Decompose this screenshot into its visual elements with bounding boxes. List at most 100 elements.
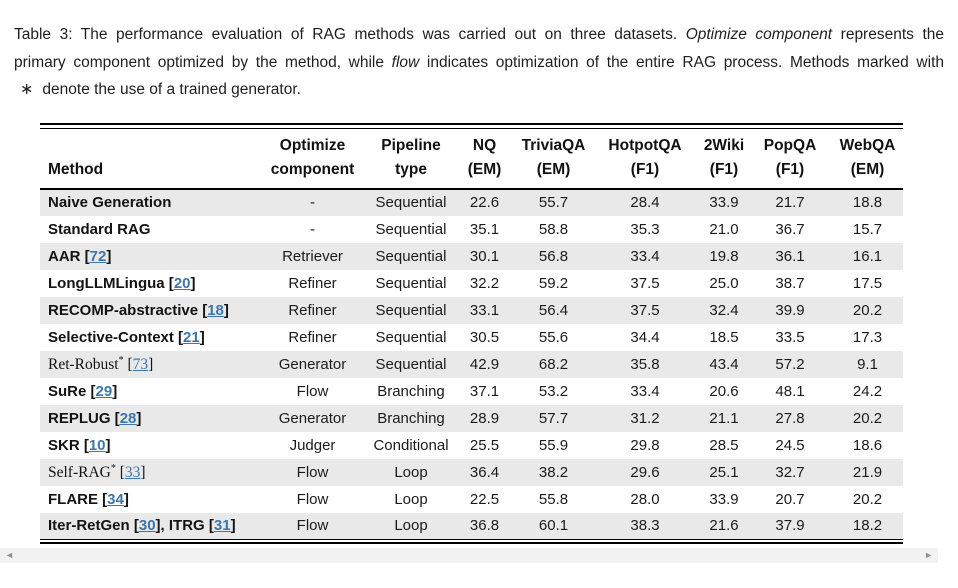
- popqa-cell: 38.7: [775, 274, 805, 292]
- method-name: [: [86, 382, 96, 400]
- method-name: ],: [155, 517, 169, 535]
- optimize-component-cell: Retriever: [282, 247, 343, 265]
- optimize-component-cell: Refiner: [288, 301, 337, 319]
- pipeline-type-cell: Sequential: [375, 194, 447, 211]
- citation-link[interactable]: 33: [124, 463, 141, 481]
- citation-link[interactable]: 30: [138, 517, 156, 535]
- table-row: REPLUG [28] Generator Branching 28.9 57.7 31.…: [40, 404, 903, 432]
- method-name: ]: [105, 436, 111, 454]
- table-row: SKR [10] Judger Conditional 25.5 55.9 29.8 28.…: [40, 432, 903, 459]
- method-name: ]: [199, 328, 205, 346]
- nq-cell: 30.1: [469, 247, 500, 265]
- webqa-cell: 17.3: [852, 328, 883, 346]
- method-cell: LongLLMLingua [20]: [40, 270, 255, 297]
- method-name: ]: [223, 301, 229, 319]
- citation-link[interactable]: 34: [107, 490, 124, 508]
- optimize-component-cell: -: [310, 220, 315, 238]
- popqa-cell: 57.2: [775, 355, 805, 373]
- method-name: LongLLMLingua: [48, 274, 165, 292]
- method-cell: RECOMP-abstractive [18]: [40, 297, 255, 324]
- method-cell: Ret-Robust* [73]: [40, 351, 255, 378]
- method-cell: Iter-RetGen [30], ITRG [31]: [40, 513, 255, 540]
- popqa-cell: 27.8: [775, 409, 805, 427]
- column-header-hotpotqa: HotpotQA (F1): [590, 128, 700, 190]
- nq-cell: 36.8: [469, 517, 500, 535]
- hotpotqa-cell: 29.6: [630, 463, 660, 481]
- optimize-component-cell: -: [310, 194, 315, 211]
- method-name: [: [204, 517, 214, 535]
- table-row: RECOMP-abstractive [18] Refiner Sequential…: [40, 296, 903, 324]
- method-name: ]: [140, 463, 146, 481]
- table-row: FLARE [34] Flow Loop 22.5 55.8 28.0 33.9 20.7 20…: [40, 486, 903, 513]
- hotpotqa-cell: 28.4: [630, 194, 660, 211]
- triviaqa-cell: 53.2: [538, 382, 569, 400]
- optimize-component-cell: Generator: [278, 355, 347, 373]
- hotpotqa-cell: 28.0: [630, 490, 660, 508]
- nq-cell: 32.2: [469, 274, 500, 292]
- method-name: Self-RAG: [48, 463, 111, 481]
- method-name: SKR: [48, 436, 80, 454]
- pipeline-type-cell: Sequential: [375, 301, 447, 319]
- webqa-cell: 20.2: [852, 490, 883, 508]
- triviaqa-cell: 60.1: [538, 517, 569, 535]
- nq-cell: 37.1: [469, 382, 500, 400]
- citation-link[interactable]: 72: [89, 247, 107, 265]
- popqa-cell: 20.7: [775, 490, 805, 508]
- nq-cell: 22.6: [469, 194, 500, 211]
- method-name: ]: [112, 382, 118, 400]
- method-name: [: [80, 247, 90, 265]
- popqa-cell: 33.5: [775, 328, 805, 346]
- citation-link[interactable]: 18: [207, 301, 224, 319]
- column-header-popqa: PopQA (F1): [748, 128, 832, 190]
- method-cell: SuRe [29]: [40, 378, 255, 405]
- 2wiki-cell: 18.5: [709, 328, 739, 346]
- pipeline-type-cell: Sequential: [375, 355, 447, 373]
- trained-generator-asterisk: *: [110, 462, 116, 474]
- webqa-cell: 21.9: [852, 463, 883, 481]
- caption-text: represents the: [832, 26, 944, 43]
- 2wiki-cell: 32.4: [709, 301, 739, 319]
- method-cell: Selective-Context [21]: [40, 324, 255, 351]
- triviaqa-cell: 56.8: [538, 247, 569, 265]
- table-row: Naive Generation - Sequential 22.6 55.7 28.4 3…: [40, 188, 903, 216]
- 2wiki-cell: 19.8: [709, 247, 739, 265]
- webqa-cell: 15.7: [852, 220, 883, 238]
- 2wiki-cell: 21.1: [709, 409, 739, 427]
- webqa-cell: 18.2: [852, 517, 883, 535]
- 2wiki-cell: 25.0: [709, 274, 739, 292]
- webqa-cell: 16.1: [852, 247, 883, 265]
- citation-link[interactable]: 31: [213, 517, 231, 535]
- pipeline-type-cell: Sequential: [375, 220, 447, 238]
- triviaqa-cell: 55.7: [538, 194, 569, 211]
- citation-link[interactable]: 29: [95, 382, 113, 400]
- optimize-component-cell: Flow: [296, 490, 329, 508]
- citation-link[interactable]: 73: [132, 355, 149, 373]
- method-name: ]: [190, 274, 196, 292]
- citation-link[interactable]: 21: [183, 328, 200, 346]
- webqa-cell: 20.2: [852, 301, 883, 319]
- method-name: REPLUG: [48, 409, 111, 427]
- triviaqa-cell: 38.2: [538, 463, 569, 481]
- triviaqa-cell: 55.6: [538, 328, 569, 346]
- citation-link[interactable]: 10: [88, 436, 106, 454]
- pipeline-type-cell: Sequential: [375, 328, 447, 346]
- pipeline-type-cell: Loop: [394, 463, 428, 481]
- table-header-row: Method Optimize component Pipeline type NQ (EM…: [40, 128, 903, 190]
- table-row: SuRe [29] Flow Branching 37.1 53.2 33.4 20.6 48…: [40, 378, 903, 405]
- citation-link[interactable]: 20: [173, 274, 191, 292]
- method-name: [: [123, 355, 133, 373]
- pipeline-type-cell: Loop: [394, 490, 428, 508]
- table-row: Self-RAG* [33] Flow Loop 36.4 38.2 29.6 25.1 32…: [40, 458, 903, 486]
- horizontal-scrollbar[interactable]: ◄ ►: [0, 548, 938, 563]
- method-name: RECOMP-abstractive: [48, 301, 199, 319]
- webqa-cell: 24.2: [852, 382, 883, 400]
- method-cell: FLARE [34]: [40, 486, 255, 513]
- scroll-right-icon[interactable]: ►: [924, 550, 933, 560]
- 2wiki-cell: 20.6: [709, 382, 739, 400]
- caption-line-3: ∗ denote the use of a trained generator.: [14, 76, 944, 104]
- citation-link[interactable]: 28: [119, 409, 137, 427]
- 2wiki-cell: 43.4: [709, 355, 739, 373]
- pipeline-type-cell: Sequential: [375, 247, 447, 265]
- scroll-left-icon[interactable]: ◄: [5, 550, 14, 560]
- table-row: Iter-RetGen [30], ITRG [31] Flow Loop 36.8 6…: [40, 512, 903, 540]
